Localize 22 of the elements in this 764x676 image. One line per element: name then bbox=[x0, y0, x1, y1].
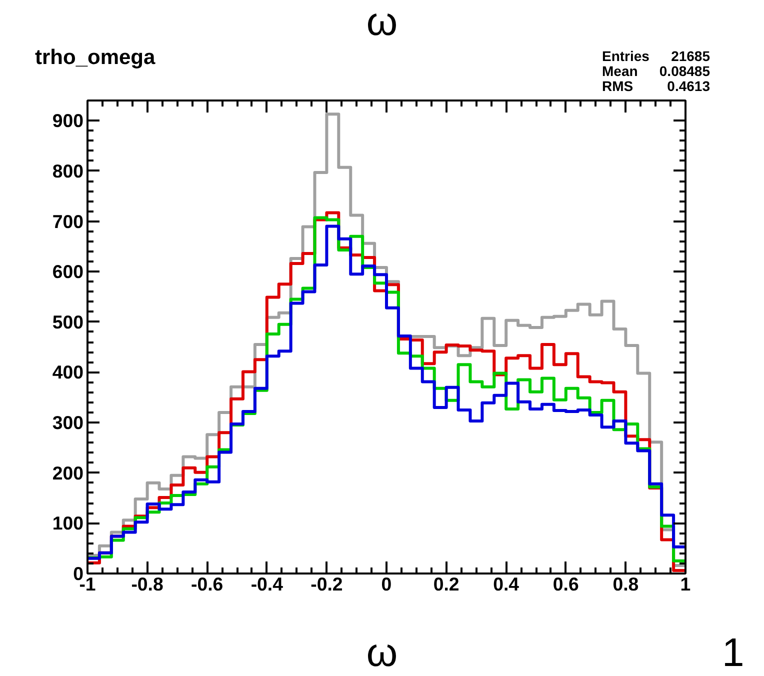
y-tick-label: 400 bbox=[52, 362, 84, 383]
x-tick-label: -0.4 bbox=[250, 574, 284, 594]
title: ω bbox=[366, 2, 398, 42]
x-tick-label: 0.4 bbox=[493, 574, 520, 594]
x-tick-label: -0.2 bbox=[310, 574, 343, 594]
x-tick-label: 0.8 bbox=[612, 574, 639, 594]
xlabel: ω bbox=[366, 633, 398, 673]
y-tick-label: 700 bbox=[52, 210, 84, 232]
subtitle: trho_omega bbox=[35, 47, 156, 68]
x-tick-label: 1 bbox=[680, 574, 691, 594]
y-tick-label: 300 bbox=[52, 412, 84, 434]
y-tick-label: 500 bbox=[52, 311, 84, 332]
x-tick-label: -0.6 bbox=[191, 574, 224, 594]
x-tick-label: 0 bbox=[381, 574, 392, 594]
y-tick-label: 900 bbox=[52, 110, 84, 132]
x-tick-label: -0.8 bbox=[131, 574, 164, 594]
y-tick-label: 800 bbox=[52, 160, 84, 182]
y-tick-label: 100 bbox=[52, 512, 84, 534]
y-tick-label: 200 bbox=[52, 462, 84, 484]
x-tick-label: 0.2 bbox=[433, 574, 460, 594]
y-tick-label: 600 bbox=[52, 261, 84, 282]
x-tick-label: 0.6 bbox=[552, 574, 579, 594]
